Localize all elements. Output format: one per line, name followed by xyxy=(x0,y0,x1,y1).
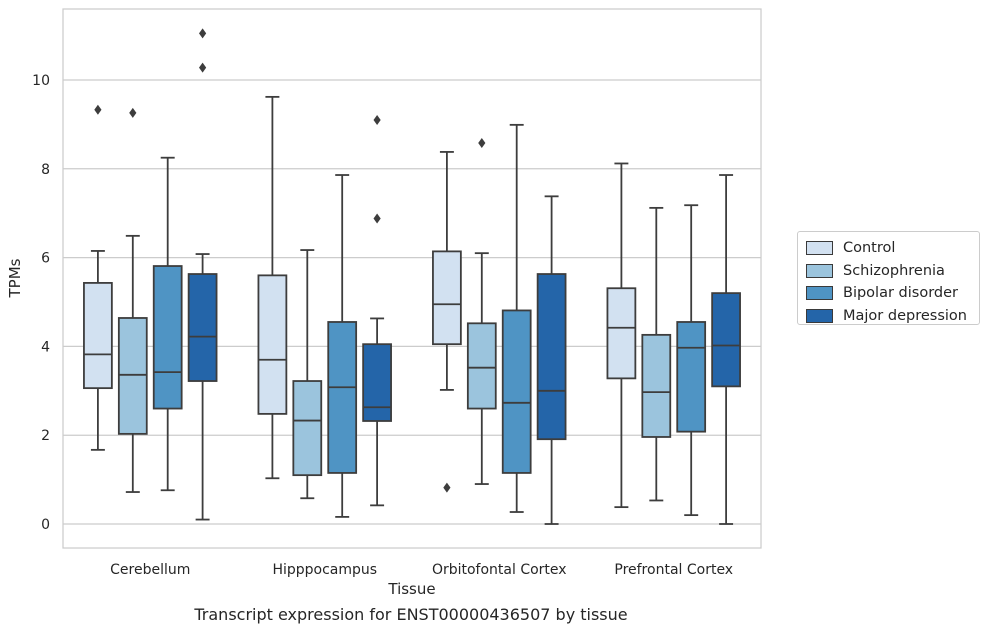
legend-label-control: Control xyxy=(843,240,896,257)
box-plot xyxy=(466,138,497,485)
y-tick-labels: 0 2 4 6 8 10 xyxy=(32,73,50,533)
x-tick-label: Prefrontal Cortex xyxy=(614,562,733,578)
plot-frame xyxy=(62,8,762,549)
y-axis-label: TPMs xyxy=(6,258,24,298)
box-iqr xyxy=(187,273,218,382)
figure-caption: Transcript expression for ENST0000043650… xyxy=(194,605,628,624)
x-tick-label: Hipppocampus xyxy=(272,562,377,578)
box-iqr xyxy=(362,343,392,422)
legend-label-schizophrenia: Schizophrenia xyxy=(843,262,945,279)
box-iqr xyxy=(536,273,567,441)
box-plot xyxy=(711,174,741,525)
legend-item-major-depression: Major depression xyxy=(806,305,979,328)
box-iqr xyxy=(711,292,741,388)
box-iqr xyxy=(152,265,183,410)
box-plot xyxy=(327,174,358,518)
box-plot xyxy=(641,206,672,502)
box-iqr xyxy=(117,317,148,435)
box-plot xyxy=(676,204,707,517)
y-tick-label: 6 xyxy=(41,251,50,267)
box-iqr xyxy=(292,380,323,477)
box-plot xyxy=(292,249,323,500)
legend-swatch-major-depression xyxy=(806,308,833,323)
box-plot xyxy=(117,107,148,493)
box-iqr xyxy=(257,274,288,415)
x-axis-label: Tissue xyxy=(387,580,435,598)
outlier-point xyxy=(199,62,207,73)
legend-swatch-control xyxy=(806,241,833,256)
y-tick-label: 4 xyxy=(41,339,50,355)
box-iqr xyxy=(466,322,497,410)
box-plot xyxy=(432,151,462,493)
outlier-point xyxy=(199,28,207,39)
x-tick-label: Cerebellum xyxy=(110,562,190,578)
legend-item-control: Control xyxy=(806,237,979,260)
box-plot xyxy=(362,114,392,507)
box-iqr xyxy=(501,309,532,474)
y-tick-label: 0 xyxy=(41,517,50,533)
outlier-point xyxy=(94,104,102,115)
outlier-point xyxy=(129,107,137,118)
box-plot xyxy=(606,162,637,509)
y-tick-label: 2 xyxy=(41,428,50,444)
legend-swatch-schizophrenia xyxy=(806,263,833,278)
legend-label-bipolar-disorder: Bipolar disorder xyxy=(843,285,958,302)
legend-label-major-depression: Major depression xyxy=(843,307,967,324)
legend-item-schizophrenia: Schizophrenia xyxy=(806,260,979,283)
y-tick-label: 8 xyxy=(41,162,50,178)
y-tick-label: 10 xyxy=(32,73,50,89)
box-iqr xyxy=(676,321,707,433)
legend: Control Schizophrenia Bipolar disorder M… xyxy=(797,231,980,325)
box-plot xyxy=(501,123,532,513)
box-iqr xyxy=(83,282,113,390)
box-plot xyxy=(536,195,567,525)
outlier-point xyxy=(373,114,381,125)
legend-swatch-bipolar-disorder xyxy=(806,286,833,301)
outlier-point xyxy=(478,138,486,149)
outlier-point xyxy=(443,482,451,493)
x-tick-label: Orbitofontal Cortex xyxy=(432,562,567,578)
box-iqr xyxy=(606,287,637,380)
box-iqr xyxy=(641,333,672,438)
box-iqr xyxy=(432,250,462,346)
legend-item-bipolar-disorder: Bipolar disorder xyxy=(806,282,979,305)
box-plot xyxy=(152,156,183,492)
box-iqr xyxy=(327,321,358,474)
box-series xyxy=(83,28,741,525)
box-plot xyxy=(187,28,218,521)
outlier-point xyxy=(373,213,381,224)
x-tick-labels: Cerebellum Hipppocampus Orbitofontal Corte… xyxy=(110,562,733,578)
box-plot xyxy=(257,95,288,480)
box-plot xyxy=(83,104,113,451)
